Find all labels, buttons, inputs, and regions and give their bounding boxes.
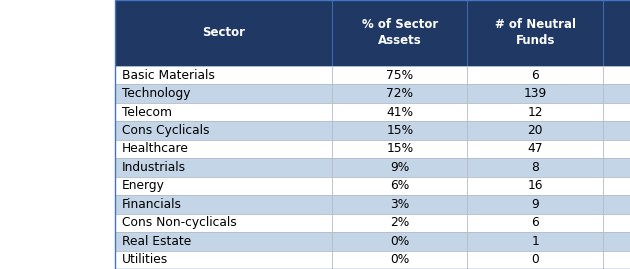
Bar — [115, 232, 332, 250]
Bar — [115, 195, 332, 214]
Bar — [467, 214, 603, 232]
Bar — [603, 121, 630, 140]
Bar — [467, 140, 603, 158]
Bar — [467, 250, 603, 269]
Bar — [332, 232, 467, 250]
Bar — [603, 214, 630, 232]
Bar — [332, 195, 467, 214]
Text: 20: 20 — [527, 124, 543, 137]
Bar — [115, 158, 332, 177]
Bar — [603, 250, 630, 269]
Text: Healthcare: Healthcare — [122, 143, 189, 155]
Bar — [332, 66, 467, 84]
Bar — [115, 177, 332, 195]
Text: Real Estate: Real Estate — [122, 235, 192, 248]
Bar — [603, 103, 630, 121]
Text: 3%: 3% — [390, 198, 410, 211]
Bar — [467, 158, 603, 177]
Text: % of Sector
Assets: % of Sector Assets — [362, 19, 438, 47]
Text: Cons Non-cyclicals: Cons Non-cyclicals — [122, 216, 237, 229]
Bar — [603, 84, 630, 103]
Text: Energy: Energy — [122, 179, 165, 192]
Text: 9: 9 — [531, 198, 539, 211]
Text: 2%: 2% — [390, 216, 410, 229]
Text: Financials: Financials — [122, 198, 182, 211]
Text: Basic Materials: Basic Materials — [122, 69, 215, 82]
Text: 15%: 15% — [386, 124, 413, 137]
Bar — [332, 84, 467, 103]
Bar — [467, 121, 603, 140]
Bar — [115, 84, 332, 103]
Bar — [115, 121, 332, 140]
Text: 8: 8 — [531, 161, 539, 174]
Bar — [332, 0, 467, 66]
Text: 6: 6 — [531, 69, 539, 82]
Text: 0%: 0% — [390, 235, 410, 248]
Bar — [115, 0, 332, 66]
Text: 12: 12 — [527, 105, 543, 119]
Bar — [332, 121, 467, 140]
Bar — [467, 232, 603, 250]
Bar — [332, 140, 467, 158]
Text: 1: 1 — [531, 235, 539, 248]
Bar — [115, 103, 332, 121]
Text: Utilities: Utilities — [122, 253, 168, 266]
Text: 72%: 72% — [386, 87, 413, 100]
Bar — [603, 0, 630, 66]
Bar — [332, 158, 467, 177]
Text: 41%: 41% — [386, 105, 413, 119]
Bar — [603, 195, 630, 214]
Bar — [467, 103, 603, 121]
Bar — [467, 195, 603, 214]
Bar — [115, 66, 332, 84]
Bar — [603, 66, 630, 84]
Text: Technology: Technology — [122, 87, 191, 100]
Text: 9%: 9% — [390, 161, 410, 174]
Text: 6%: 6% — [390, 179, 410, 192]
Bar — [603, 177, 630, 195]
Bar — [332, 250, 467, 269]
Bar — [603, 232, 630, 250]
Text: 75%: 75% — [386, 69, 413, 82]
Text: Sector: Sector — [202, 26, 245, 40]
Bar — [603, 140, 630, 158]
Bar — [467, 66, 603, 84]
Bar — [332, 103, 467, 121]
Text: 139: 139 — [524, 87, 547, 100]
Text: 6: 6 — [531, 216, 539, 229]
Bar — [467, 177, 603, 195]
Text: 0%: 0% — [390, 253, 410, 266]
Text: Telecom: Telecom — [122, 105, 172, 119]
Bar — [603, 158, 630, 177]
Text: Industrials: Industrials — [122, 161, 186, 174]
Text: 16: 16 — [527, 179, 543, 192]
Bar — [115, 214, 332, 232]
Bar — [332, 214, 467, 232]
Bar — [332, 177, 467, 195]
Bar — [467, 84, 603, 103]
Text: 15%: 15% — [386, 143, 413, 155]
Text: 47: 47 — [527, 143, 543, 155]
Bar — [467, 0, 603, 66]
Text: # of Neutral
Funds: # of Neutral Funds — [495, 19, 576, 47]
Text: Cons Cyclicals: Cons Cyclicals — [122, 124, 210, 137]
Bar — [115, 140, 332, 158]
Bar — [115, 250, 332, 269]
Text: 0: 0 — [531, 253, 539, 266]
